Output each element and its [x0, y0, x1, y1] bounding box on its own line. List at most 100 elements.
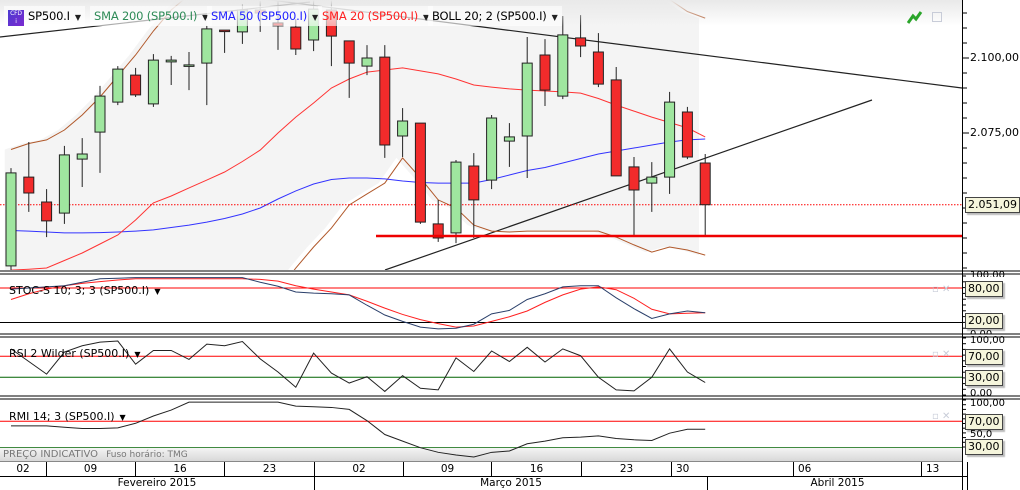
date-tick: 16 — [136, 462, 225, 476]
sma200-label: SMA 200 (SP500.I) — [94, 9, 198, 23]
month-label: Março 2015 — [315, 476, 708, 490]
chevron-down-icon[interactable]: ▼ — [154, 287, 161, 296]
rmi-title: RMI 14; 3 (SP500.I) — [9, 410, 115, 423]
candle-body — [646, 176, 658, 184]
stochastic-axis-top: 100,00 — [970, 270, 1005, 277]
stochastic-k-line — [10, 277, 706, 330]
candle-body — [628, 166, 640, 191]
candle — [503, 123, 515, 167]
date-tick: 09 — [404, 462, 492, 476]
chevron-down-icon[interactable]: ▼ — [551, 13, 558, 22]
candle — [183, 52, 195, 91]
candle-body — [58, 154, 70, 214]
close-icon[interactable]: ✕ — [941, 349, 951, 360]
rsi-panel-controls: ▫ ✕ — [932, 349, 950, 360]
rsi-title: RSI 2 Wilder (SP500.I) — [9, 347, 130, 360]
rmi-panel — [0, 420, 962, 449]
candle-body — [94, 95, 106, 133]
candle-body — [414, 122, 426, 223]
candle — [58, 145, 70, 224]
rmi-legend[interactable]: RMI 14; 3 (SP500.I) ▼ — [9, 410, 126, 423]
rsi-level-low: 30,00 — [965, 370, 1003, 386]
date-tick: 02 — [315, 462, 404, 476]
rsi-panel[interactable] — [0, 340, 962, 393]
rsi-axis-top: 100,00 — [970, 335, 1005, 346]
candle — [539, 39, 551, 106]
rmi-level-high: 70,00 — [965, 414, 1003, 430]
legend-sma50[interactable]: SMA 50 (SP500.I) ▼ — [207, 6, 322, 26]
candle — [557, 16, 569, 100]
line-chart-icon[interactable] — [907, 9, 923, 25]
candle — [112, 66, 124, 106]
candle-body — [219, 29, 231, 33]
candle — [165, 55, 177, 85]
cfd-icon: CFD i — [8, 10, 24, 26]
chevron-down-icon[interactable]: ▼ — [312, 13, 318, 22]
legend-sma20[interactable]: SMA 20 (SP500.I) ▼ — [318, 6, 433, 26]
candle-body — [664, 101, 676, 178]
candle — [94, 85, 106, 173]
candle-body — [5, 172, 17, 267]
restore-icon[interactable]: ▫ — [932, 411, 939, 422]
sma20-label: SMA 20 (SP500.I) — [322, 9, 419, 23]
candle — [414, 122, 426, 224]
price-panel[interactable] — [0, 0, 962, 358]
restore-icon[interactable]: ▫ — [932, 284, 939, 295]
stochastic-legend[interactable]: STOC-S 10; 3; 3 (SP500.I) ▼ — [9, 284, 160, 297]
chevron-down-icon[interactable]: ▼ — [202, 13, 209, 22]
candle-body — [575, 37, 587, 47]
month-label: Fevereiro 2015 — [0, 476, 315, 490]
legend-sma200[interactable]: SMA 200 (SP500.I) ▼ — [90, 6, 213, 26]
restore-icon[interactable] — [932, 12, 942, 22]
bollinger-label: BOLL 20; 2 (SP500.I) — [432, 9, 547, 23]
candle-body — [432, 223, 444, 239]
candle — [361, 45, 373, 76]
legend-symbol[interactable]: CFD i SP500.I ▼ — [4, 6, 85, 26]
candle — [468, 153, 480, 238]
current-price-marker: 2.051,09 — [965, 197, 1020, 213]
candle — [201, 25, 213, 106]
date-tick: 02 — [0, 462, 47, 476]
candle-body — [112, 68, 124, 103]
candle-body — [130, 74, 142, 96]
stochastic-axis-bottom: 0,00 — [970, 329, 992, 334]
chevron-down-icon[interactable]: ▼ — [74, 13, 81, 22]
close-icon[interactable]: ✕ — [941, 411, 951, 422]
candle — [628, 157, 640, 235]
candle — [646, 162, 658, 212]
chevron-down-icon[interactable]: ▼ — [119, 413, 126, 422]
stochastic-panel-controls: ▫ ✕ — [932, 284, 950, 295]
rsi-legend[interactable]: RSI 2 Wilder (SP500.I) ▼ — [9, 347, 140, 360]
candle-body — [539, 54, 551, 91]
candle — [610, 67, 622, 177]
candle — [76, 138, 88, 187]
candle-body — [361, 57, 373, 67]
legend-bollinger[interactable]: BOLL 20; 2 (SP500.I) ▼ — [428, 6, 562, 26]
candle — [219, 29, 231, 53]
chevron-down-icon[interactable]: ▼ — [423, 13, 429, 22]
candle-body — [147, 59, 159, 105]
date-tick: 30 — [672, 462, 794, 476]
chevron-down-icon[interactable]: ▼ — [134, 350, 141, 359]
stochastic-panel[interactable] — [0, 277, 962, 330]
stochastic-d-line — [10, 278, 706, 328]
candle-body — [76, 153, 88, 160]
date-axis[interactable]: 02 09 16 23 02 09 16 23 30 06 13 — [0, 462, 968, 477]
candle-body — [521, 62, 533, 137]
candle-body — [557, 34, 569, 97]
candle — [397, 108, 409, 157]
timezone-label: Fuso horário: TMG — [106, 450, 188, 460]
candle — [699, 154, 711, 235]
sma50-label: SMA 50 (SP500.I) — [211, 9, 308, 23]
close-icon[interactable]: ✕ — [941, 284, 951, 295]
restore-icon[interactable]: ▫ — [932, 349, 939, 360]
candle-body — [201, 28, 213, 64]
candle — [130, 67, 142, 97]
bollinger-lower-line — [293, 157, 706, 270]
candle-body — [379, 56, 391, 146]
date-tick: 16 — [492, 462, 582, 476]
candle-body — [503, 136, 515, 142]
candle-body — [165, 59, 177, 63]
rsi-line — [10, 340, 706, 393]
